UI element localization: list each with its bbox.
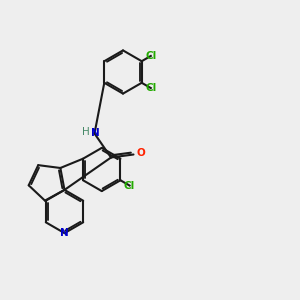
- Text: N: N: [60, 228, 69, 238]
- Text: H: H: [82, 127, 90, 137]
- Text: Cl: Cl: [124, 181, 135, 190]
- Text: Cl: Cl: [145, 51, 156, 61]
- Text: Cl: Cl: [145, 83, 156, 93]
- Text: N: N: [91, 128, 100, 139]
- Text: O: O: [136, 148, 146, 158]
